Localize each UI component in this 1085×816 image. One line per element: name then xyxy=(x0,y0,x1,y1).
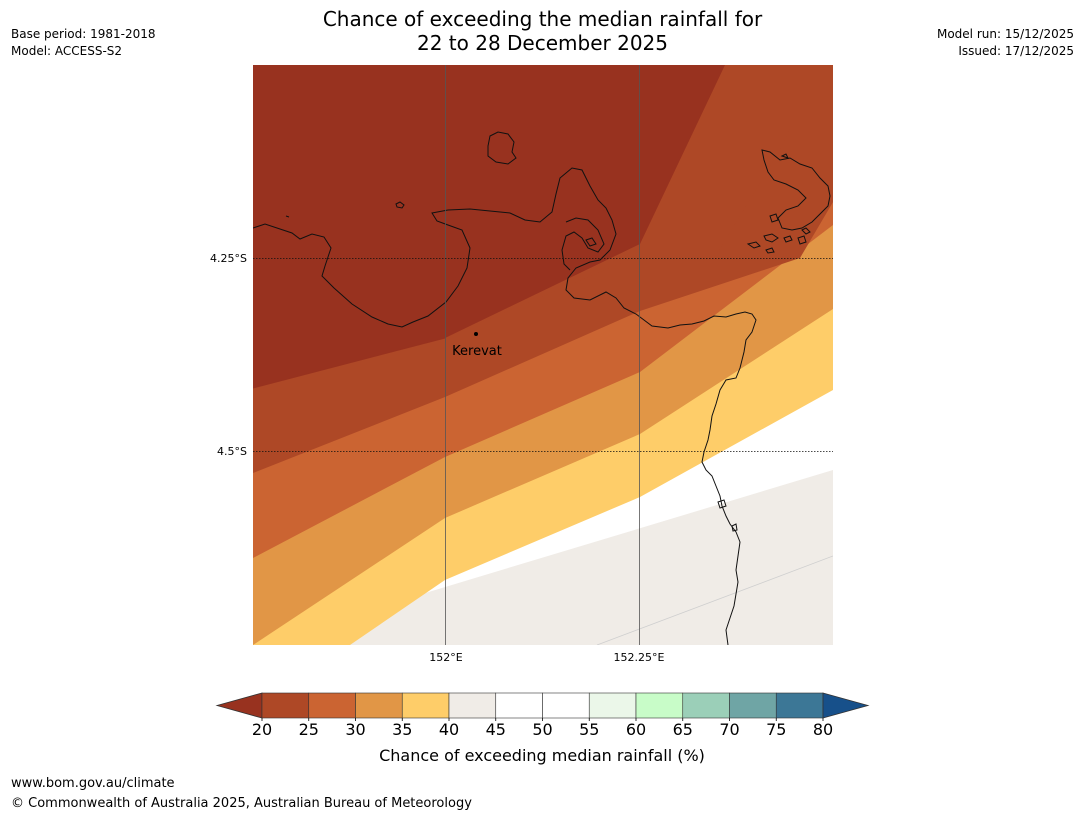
colorbar-swatch xyxy=(355,692,403,719)
colorbar-tick-label: 40 xyxy=(439,720,459,739)
map-title: Chance of exceeding the median rainfall … xyxy=(0,7,1085,55)
colorbar-tick-label: 65 xyxy=(673,720,693,739)
colorbar-tick-label: 60 xyxy=(626,720,646,739)
coastline-duke-of-york xyxy=(761,149,831,231)
lat-label-4-25: 4.25°S xyxy=(210,252,247,265)
place-marker xyxy=(474,332,478,336)
colorbar-swatch xyxy=(542,692,590,719)
colorbar-swatch xyxy=(775,692,824,719)
colorbar-swatch xyxy=(588,692,637,719)
lon-label-152: 152°E xyxy=(429,651,462,664)
colorbar-swatch xyxy=(448,692,497,719)
issued-date: Issued: 17/12/2025 xyxy=(958,44,1074,58)
place-label: Kerevat xyxy=(452,344,502,359)
contour-50 xyxy=(596,555,833,645)
model-info: Base period: 1981-2018 Model: ACCESS-S2 xyxy=(11,26,156,60)
colorbar-extend-high xyxy=(822,692,870,719)
colorbar-tick-label: 45 xyxy=(486,720,506,739)
title-line-2: 22 to 28 December 2025 xyxy=(416,31,668,55)
run-info: Model run: 15/12/2025 Issued: 17/12/2025 xyxy=(937,26,1074,60)
colorbar-title: Chance of exceeding median rainfall (%) xyxy=(379,746,705,765)
colorbar-tick-label: 25 xyxy=(299,720,319,739)
model-run: Model run: 15/12/2025 xyxy=(936,27,1074,41)
colorbar-swatch xyxy=(308,692,356,719)
colorbar-swatch xyxy=(635,692,684,719)
colorbar-tick-label: 70 xyxy=(719,720,739,739)
colorbar-swatch xyxy=(401,692,450,719)
model-name: Model: ACCESS-S2 xyxy=(11,44,123,58)
colorbar-tick-label: 80 xyxy=(813,720,833,739)
colorbar-tick-label: 30 xyxy=(345,720,365,739)
probability-field xyxy=(253,65,833,645)
footer-url: www.bom.gov.au/climate xyxy=(11,776,175,791)
footer-copyright: © Commonwealth of Australia 2025, Austra… xyxy=(11,796,472,811)
colorbar-swatch xyxy=(261,692,310,719)
island-watom xyxy=(487,131,517,165)
axis-labels: 4.25°S 4.5°S 152°E 152.25°E xyxy=(210,252,664,664)
colorbar-swatch xyxy=(682,692,730,719)
base-period: Base period: 1981-2018 xyxy=(11,27,156,41)
colorbar-tick-label: 20 xyxy=(252,720,272,739)
colorbar-swatch xyxy=(729,692,777,719)
colorbar-tick-label: 75 xyxy=(766,720,786,739)
colorbar-tick-label: 50 xyxy=(532,720,552,739)
coastlines xyxy=(253,131,831,645)
place-kerevat: Kerevat xyxy=(452,332,502,359)
lat-label-4-5: 4.5°S xyxy=(217,445,247,458)
islet-north-1 xyxy=(395,201,405,209)
islets-duke-of-york xyxy=(746,153,811,254)
title-line-1: Chance of exceeding the median rainfall … xyxy=(322,7,763,31)
coastline-inlet xyxy=(561,217,605,271)
lon-label-152-25: 152.25°E xyxy=(614,651,665,664)
coastline-gazelle-peninsula xyxy=(253,167,757,645)
colorbar-tick-label: 35 xyxy=(392,720,412,739)
colorbar-swatch xyxy=(495,692,543,719)
colorbar: 20 25 30 35 40 45 50 55 60 65 70 75 80 xyxy=(215,692,870,739)
band-lt-25 xyxy=(253,65,725,388)
colorbar-extend-low xyxy=(215,692,263,719)
graticule xyxy=(253,65,833,645)
islet-north-2 xyxy=(285,215,290,218)
inlet-small-islands xyxy=(585,237,738,532)
colorbar-tick-label: 55 xyxy=(579,720,599,739)
contour-25-edge xyxy=(253,337,446,389)
